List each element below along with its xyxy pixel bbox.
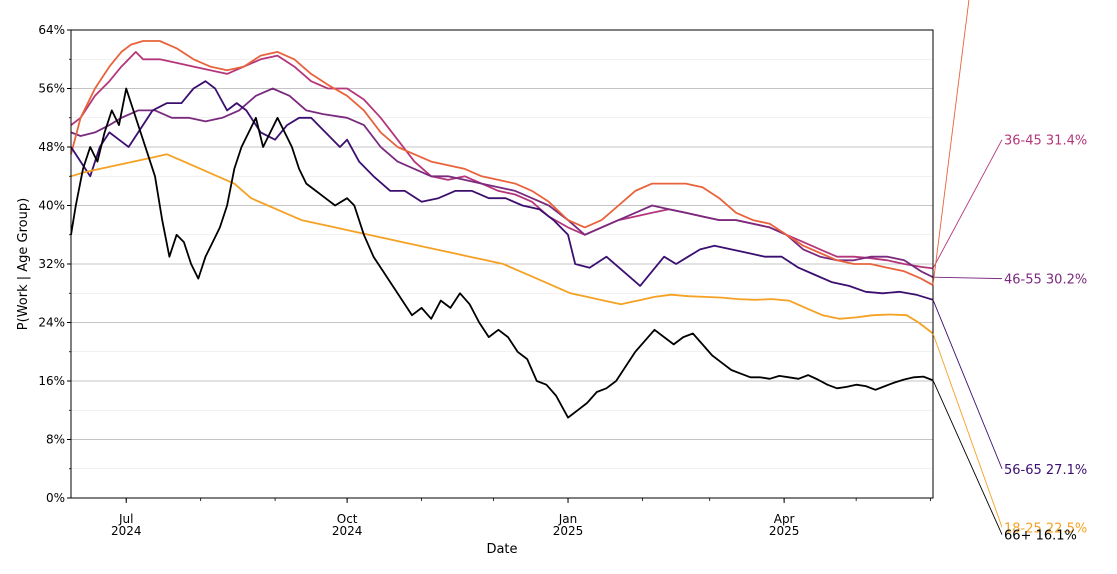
x-tick-label: Jul [118, 512, 133, 526]
leader-line [932, 299, 1003, 469]
y-tick-label: 0% [46, 491, 65, 505]
y-tick-label: 64% [38, 23, 65, 37]
end-labels: 36-45 31.4%46-55 30.2%26-35 29.1%56-65 2… [932, 0, 1087, 544]
x-tick-year: 2025 [769, 524, 800, 538]
series-label: 56-65 27.1% [1004, 463, 1087, 478]
leader-line [932, 276, 1003, 280]
series-line-56-65 [70, 80, 934, 301]
y-tick-label: 48% [38, 140, 65, 154]
x-tick-year: 2024 [111, 524, 142, 538]
series-lines [70, 40, 934, 419]
plot-frame [70, 29, 934, 499]
y-tick-label: 32% [38, 257, 65, 271]
leader-line [932, 333, 1003, 528]
y-tick-label: 40% [38, 199, 65, 213]
x-tick-label: Apr [774, 512, 795, 526]
y-tick-label: 8% [46, 433, 65, 447]
leader-line [932, 380, 1003, 535]
series-line-18-25 [70, 153, 934, 335]
y-tick-label: 16% [38, 374, 65, 388]
series-label: 46-55 30.2% [1004, 273, 1087, 288]
leader-line [932, 0, 970, 286]
x-tick-label: Jan [558, 512, 578, 526]
x-tick-year: 2024 [332, 524, 363, 538]
leader-line [932, 139, 1003, 269]
y-tick-label: 56% [38, 82, 65, 96]
x-axis-label: Date [486, 542, 517, 557]
series-line-26-35 [70, 40, 934, 286]
x-tick-year: 2025 [553, 524, 584, 538]
series-label: 18-25 22.5% [1004, 521, 1087, 536]
y-axis: 0% 8% 16% 24% 32% 40% 48% 56% 64% [38, 23, 71, 505]
x-tick-label: Oct [337, 512, 358, 526]
series-line-46-55 [70, 87, 934, 279]
y-tick-label: 24% [38, 316, 65, 330]
series-label: 66+ 16.1% [1004, 529, 1077, 544]
series-line-66+ [70, 87, 934, 419]
series-label: 36-45 31.4% [1004, 134, 1087, 149]
y-axis-label: P(Work | Age Group) [16, 198, 31, 330]
